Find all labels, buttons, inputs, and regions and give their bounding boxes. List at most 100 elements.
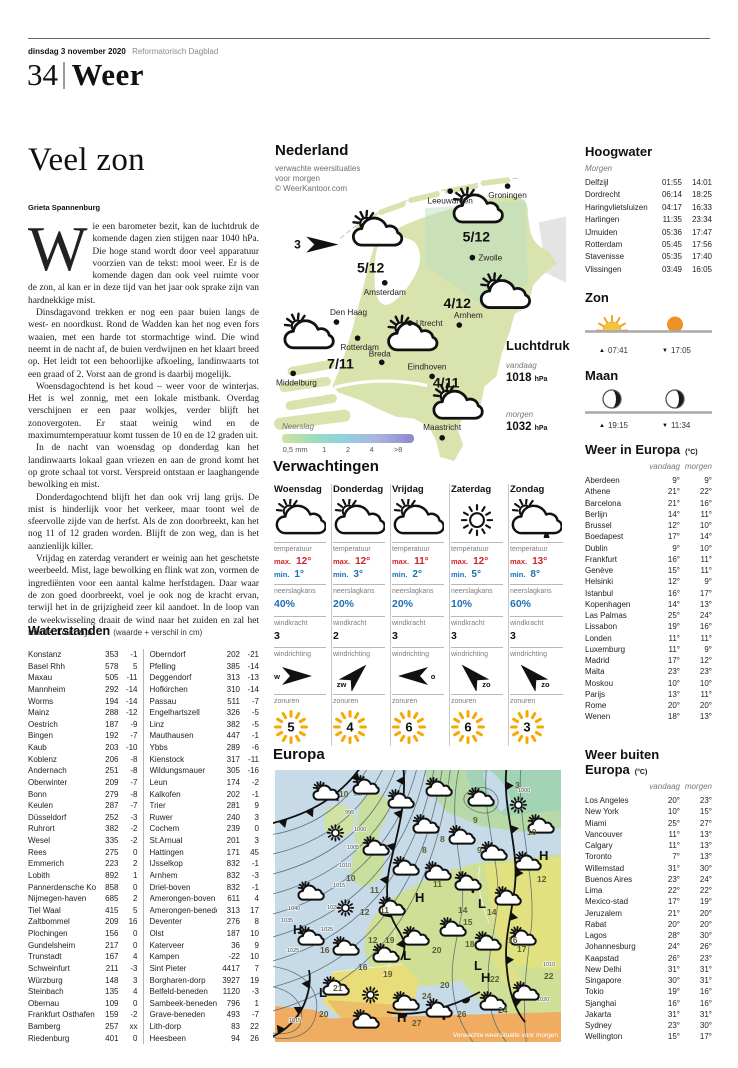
page-heading: 34 Weer bbox=[27, 57, 144, 93]
temp-tomorrow: 10° bbox=[699, 678, 712, 688]
waterstand-location: Bingen bbox=[28, 731, 53, 741]
temp-tomorrow: 30° bbox=[699, 863, 712, 873]
city-name: Lima bbox=[585, 886, 603, 895]
waterstand-row: St.Arnual 201 3 bbox=[150, 835, 260, 847]
sunrise-sunset-icons bbox=[585, 310, 712, 345]
waterstand-location: Katerveer bbox=[149, 940, 185, 950]
wind-force-value: 3 bbox=[274, 630, 280, 642]
temp-today: 10° bbox=[667, 678, 680, 688]
waterstand-location: Trunstadt bbox=[28, 952, 62, 962]
max-temperature: max. 12° bbox=[333, 556, 371, 567]
waterstand-location: Oberndorf bbox=[149, 650, 186, 659]
temp-tomorrow: 23° bbox=[699, 667, 712, 677]
map-temperature: 8 bbox=[440, 834, 445, 844]
warm-front-marker bbox=[398, 1013, 408, 1019]
hoogwater-row: IJmuiden 05:36 17:47 bbox=[585, 227, 712, 239]
waterstand-location: Koblenz bbox=[28, 754, 57, 764]
europa-title: Europa bbox=[273, 746, 325, 763]
temp-today: 11° bbox=[668, 829, 680, 839]
temp-tomorrow: 10° bbox=[699, 543, 712, 553]
temp-tomorrow: 9° bbox=[704, 644, 712, 654]
wind-direction-arrow: w bbox=[272, 667, 312, 685]
weather-icon bbox=[387, 788, 415, 809]
temp-tomorrow: 14° bbox=[699, 532, 712, 542]
weather-icon bbox=[412, 813, 440, 834]
europe-city-row: Malta 23° 23° bbox=[585, 666, 712, 677]
europe-city-row: Luxemburg 11° 9° bbox=[585, 644, 712, 655]
waterstand-value: 685 bbox=[105, 894, 119, 904]
waterstand-row: Driel-boven 832 -1 bbox=[150, 882, 260, 894]
temp-today: 31° bbox=[667, 964, 680, 974]
wind-force-label: windkracht bbox=[392, 620, 426, 627]
waterstanden-table: Konstanz 353 -1 Basel Rhh 578 5 Maxau 505 -11 Man… bbox=[28, 649, 260, 1045]
temp-tomorrow: 16° bbox=[699, 498, 712, 508]
high-pressure-symbol: H bbox=[415, 890, 424, 905]
weather-icon bbox=[378, 895, 406, 916]
hoogwater-time-2: 17:40 bbox=[691, 252, 712, 262]
waterstand-value: 240 bbox=[226, 812, 240, 822]
warm-front-marker bbox=[461, 997, 470, 1004]
forecast-day-name: Zondag bbox=[510, 484, 545, 495]
sun-cloud-icon bbox=[452, 186, 504, 224]
sun-hours-label: zonuren bbox=[333, 698, 359, 705]
world-city-row: Jeruzalem 21° 20° bbox=[585, 908, 712, 919]
waterstand-location: IJsselkop bbox=[149, 859, 183, 869]
weather-icon bbox=[509, 796, 528, 814]
waterstand-row: Oestrich 187 -9 bbox=[28, 719, 138, 731]
temp-tomorrow: 17° bbox=[699, 588, 712, 598]
waterstand-row: Passau 511 -7 bbox=[150, 696, 260, 708]
cold-front-marker bbox=[393, 809, 403, 819]
waterstand-diff: 8 bbox=[254, 917, 259, 927]
waterstand-value: 36 bbox=[231, 940, 240, 950]
wind-direction-label: windrichting bbox=[274, 651, 311, 658]
waterstand-row: Kampen -22 10 bbox=[150, 951, 260, 963]
temp-today: 12° bbox=[667, 577, 680, 587]
waterstand-row: Pannerdensche Kop 858 0 bbox=[28, 882, 138, 894]
isobar-label: 990 bbox=[353, 792, 362, 798]
hoogwater-time-2: 18:25 bbox=[691, 190, 712, 200]
legend-label: Neerslag bbox=[282, 422, 315, 431]
map-temperature: 3 bbox=[515, 780, 520, 790]
wind-force-label: windkracht bbox=[451, 620, 485, 627]
europa-synoptic-map: 9909951000100510101015102010251030103510… bbox=[268, 763, 563, 1049]
waterstand-location: Kienstock bbox=[149, 754, 185, 764]
temp-tomorrow: 31° bbox=[699, 964, 712, 974]
hoogwater-time-1: 04:17 bbox=[661, 202, 682, 212]
waterstand-diff: -2 bbox=[251, 777, 259, 787]
waterstand-diff: -1 bbox=[251, 859, 259, 869]
waterstand-location: Rees bbox=[28, 847, 47, 857]
waterstand-diff: -2 bbox=[130, 1010, 138, 1020]
temp-today: 16° bbox=[667, 588, 680, 598]
waterstand-value: 281 bbox=[226, 801, 240, 811]
city-dot bbox=[354, 335, 361, 341]
sun-cloud-icon bbox=[334, 497, 386, 535]
city-name: Lissabon bbox=[585, 622, 618, 632]
map-temperature: 22 bbox=[544, 971, 554, 981]
waterstand-location: Riedenburg bbox=[28, 1033, 70, 1043]
sun-cloud-icon bbox=[283, 312, 335, 350]
waterstand-diff: -2 bbox=[130, 836, 138, 845]
waterstand-diff: -1 bbox=[251, 789, 259, 799]
waterstand-diff: 45 bbox=[250, 847, 259, 857]
high-pressure-symbol: H bbox=[481, 970, 490, 985]
temp-tomorrow: 13° bbox=[699, 829, 712, 839]
divider-bar bbox=[63, 61, 65, 89]
city-name: Barcelona bbox=[585, 498, 622, 508]
forecast-days: Woensdag temperatuur max. 12° min. 1° neerslag… bbox=[272, 484, 568, 746]
waterstand-value: 217 bbox=[105, 940, 119, 950]
map-temperature: 10 bbox=[339, 789, 349, 799]
waterstand-value: 209 bbox=[105, 777, 119, 787]
waterstand-value: 385 bbox=[226, 661, 240, 671]
waterstand-value: 257 bbox=[105, 1022, 119, 1031]
waterstand-location: Schweinfurt bbox=[28, 963, 70, 973]
sun-hours-label: zonuren bbox=[510, 698, 536, 705]
min-temperature: min. 5° bbox=[451, 569, 481, 580]
city-name: Toronto bbox=[585, 852, 612, 862]
sun-cloud-icon bbox=[479, 272, 531, 309]
divider-line bbox=[333, 647, 385, 648]
city-name: Tokio bbox=[585, 987, 604, 997]
waterstand-value: 288 bbox=[105, 708, 119, 718]
city-dot bbox=[407, 320, 413, 326]
hoogwater-time-2: 17:56 bbox=[691, 240, 712, 250]
europe-city-row: Rome 20° 20° bbox=[585, 700, 712, 711]
